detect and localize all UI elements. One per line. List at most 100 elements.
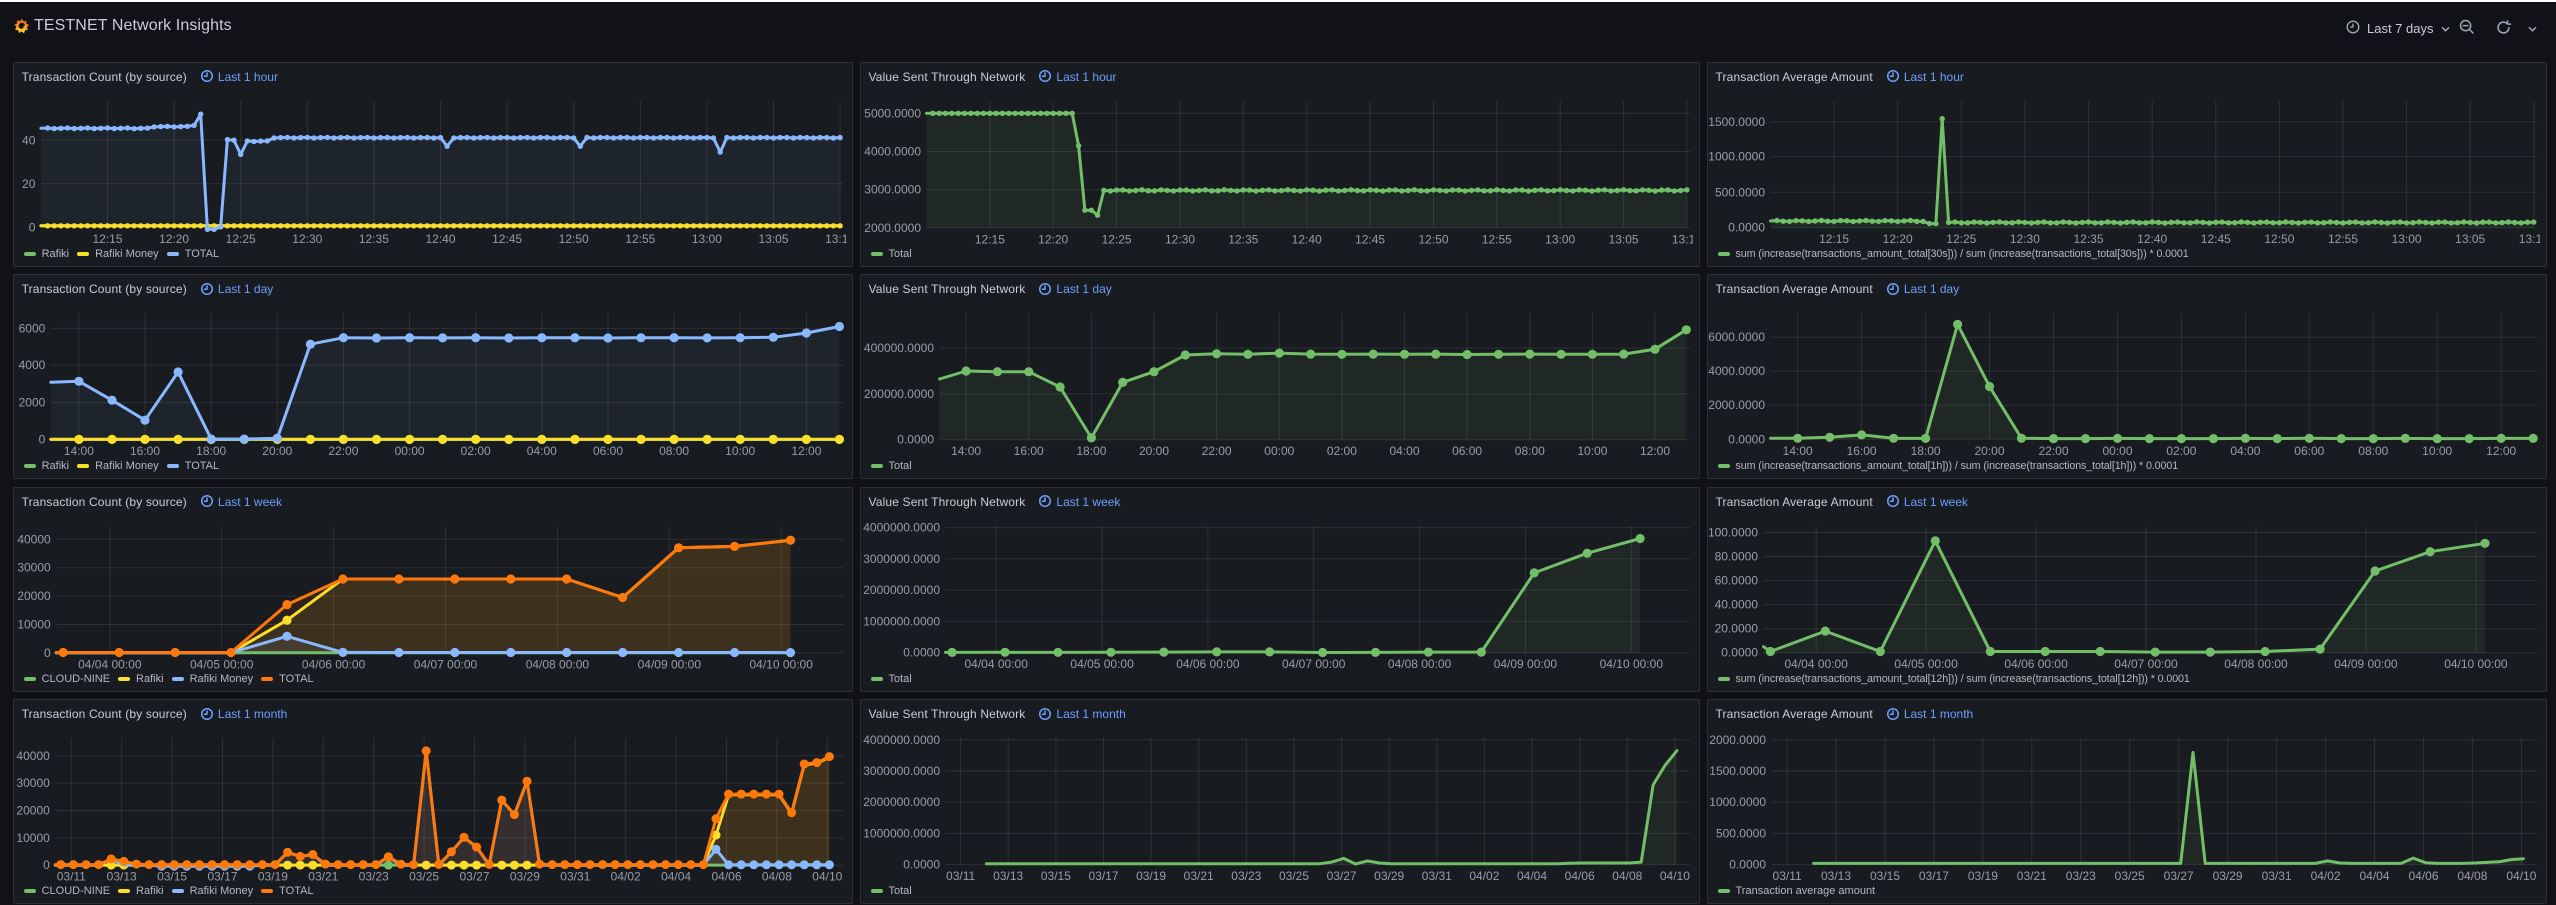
svg-text:03/25: 03/25 <box>409 870 439 884</box>
svg-text:03/13: 03/13 <box>993 869 1023 883</box>
svg-text:04/09 00:00: 04/09 00:00 <box>2334 657 2398 671</box>
svg-text:4000000.0000: 4000000.0000 <box>863 733 940 747</box>
svg-text:1500.0000: 1500.0000 <box>1709 764 1766 778</box>
svg-text:0.0000: 0.0000 <box>903 858 940 872</box>
svg-text:04/10 00:00: 04/10 00:00 <box>1599 657 1663 671</box>
svg-text:03/11: 03/11 <box>56 870 85 884</box>
svg-text:03/27: 03/27 <box>1326 869 1356 883</box>
svg-text:12:30: 12:30 <box>2009 232 2039 246</box>
svg-text:20000: 20000 <box>16 804 50 818</box>
svg-text:03/19: 03/19 <box>257 870 287 884</box>
svg-text:04/05 00:00: 04/05 00:00 <box>190 657 254 671</box>
svg-text:03/25: 03/25 <box>2114 869 2144 883</box>
svg-text:40000: 40000 <box>16 749 50 763</box>
svg-text:03/31: 03/31 <box>560 870 590 884</box>
svg-text:3000000.0000: 3000000.0000 <box>863 551 940 565</box>
svg-text:03/17: 03/17 <box>1918 869 1948 883</box>
svg-text:22:00: 22:00 <box>328 444 358 458</box>
svg-text:18:00: 18:00 <box>1910 444 1940 458</box>
svg-text:0: 0 <box>38 433 45 447</box>
svg-text:12:30: 12:30 <box>292 231 322 245</box>
svg-text:22:00: 22:00 <box>1201 444 1231 458</box>
svg-text:20:00: 20:00 <box>1138 444 1168 458</box>
svg-text:04/06 00:00: 04/06 00:00 <box>2004 657 2068 671</box>
svg-text:100.0000: 100.0000 <box>1708 525 1758 539</box>
svg-text:00:00: 00:00 <box>2102 444 2132 458</box>
svg-text:03/21: 03/21 <box>308 870 338 884</box>
svg-text:04/05 00:00: 04/05 00:00 <box>1070 657 1134 671</box>
svg-text:04/06 00:00: 04/06 00:00 <box>301 657 365 671</box>
svg-text:03/15: 03/15 <box>1869 869 1899 883</box>
svg-text:1000000.0000: 1000000.0000 <box>863 614 940 628</box>
svg-text:12:55: 12:55 <box>2327 232 2357 246</box>
svg-text:03/23: 03/23 <box>2065 869 2095 883</box>
svg-text:2000.0000: 2000.0000 <box>1709 733 1766 747</box>
svg-text:13:05: 13:05 <box>758 231 788 245</box>
svg-text:04/10 00:00: 04/10 00:00 <box>2444 657 2508 671</box>
svg-text:04/06: 04/06 <box>2408 869 2438 883</box>
svg-text:12:40: 12:40 <box>1291 232 1321 246</box>
svg-text:03/15: 03/15 <box>157 870 187 884</box>
svg-text:12:50: 12:50 <box>2264 232 2294 246</box>
svg-text:04:00: 04:00 <box>1389 444 1419 458</box>
svg-text:03/29: 03/29 <box>509 870 539 884</box>
svg-text:14:00: 14:00 <box>63 444 93 458</box>
svg-text:12:55: 12:55 <box>625 231 655 245</box>
svg-text:10:00: 10:00 <box>1577 444 1607 458</box>
svg-text:04/08 00:00: 04/08 00:00 <box>525 657 589 671</box>
svg-text:5000.0000: 5000.0000 <box>864 106 921 120</box>
svg-text:08:00: 08:00 <box>659 444 689 458</box>
svg-text:04/04 00:00: 04/04 00:00 <box>964 657 1028 671</box>
svg-text:1500.0000: 1500.0000 <box>1708 114 1765 128</box>
svg-text:04/09 00:00: 04/09 00:00 <box>1493 657 1557 671</box>
svg-text:20000: 20000 <box>17 589 51 603</box>
svg-text:04/04 00:00: 04/04 00:00 <box>1784 657 1848 671</box>
svg-text:12:25: 12:25 <box>225 231 255 245</box>
svg-text:12:55: 12:55 <box>1481 232 1511 246</box>
svg-text:03/21: 03/21 <box>2016 869 2046 883</box>
svg-text:04/02: 04/02 <box>2310 869 2340 883</box>
svg-text:04/06: 04/06 <box>1564 869 1594 883</box>
svg-text:03/27: 03/27 <box>459 870 489 884</box>
svg-text:12:35: 12:35 <box>2073 232 2103 246</box>
svg-text:04/09 00:00: 04/09 00:00 <box>637 657 701 671</box>
svg-text:0: 0 <box>44 645 51 659</box>
svg-text:13:00: 13:00 <box>2391 232 2421 246</box>
svg-text:12:50: 12:50 <box>558 231 588 245</box>
svg-text:400000.0000: 400000.0000 <box>863 341 933 355</box>
svg-text:60.0000: 60.0000 <box>1714 573 1758 587</box>
svg-text:04:00: 04:00 <box>526 444 556 458</box>
svg-text:80.0000: 80.0000 <box>1714 549 1758 563</box>
svg-text:1000.0000: 1000.0000 <box>1708 149 1765 163</box>
svg-text:3000.0000: 3000.0000 <box>864 182 921 196</box>
svg-text:04:00: 04:00 <box>2230 444 2260 458</box>
svg-text:04/04: 04/04 <box>1516 869 1546 883</box>
svg-text:04/10 00:00: 04/10 00:00 <box>749 657 813 671</box>
svg-text:1000000.0000: 1000000.0000 <box>863 826 940 840</box>
svg-text:13:10: 13:10 <box>2518 232 2547 246</box>
svg-text:12:25: 12:25 <box>1101 232 1131 246</box>
svg-text:04/08: 04/08 <box>761 870 791 884</box>
svg-text:22:00: 22:00 <box>2038 444 2068 458</box>
svg-text:2000000.0000: 2000000.0000 <box>863 795 940 809</box>
svg-text:16:00: 16:00 <box>130 444 160 458</box>
svg-text:08:00: 08:00 <box>1514 444 1544 458</box>
svg-text:13:00: 13:00 <box>691 231 721 245</box>
svg-text:04/04: 04/04 <box>2359 869 2389 883</box>
svg-text:20:00: 20:00 <box>1974 444 2004 458</box>
svg-text:04/02: 04/02 <box>1469 869 1499 883</box>
svg-text:12:20: 12:20 <box>159 231 189 245</box>
svg-text:04/04: 04/04 <box>661 870 691 884</box>
svg-text:6000.0000: 6000.0000 <box>1708 330 1765 344</box>
svg-text:12:20: 12:20 <box>1038 232 1068 246</box>
svg-text:13:10: 13:10 <box>1671 232 1700 246</box>
svg-text:04/06: 04/06 <box>711 870 741 884</box>
svg-text:12:15: 12:15 <box>974 232 1004 246</box>
svg-text:40: 40 <box>22 133 36 147</box>
svg-text:14:00: 14:00 <box>1782 444 1812 458</box>
svg-text:0.0000: 0.0000 <box>1728 432 1765 446</box>
svg-text:2000000.0000: 2000000.0000 <box>863 583 940 597</box>
svg-text:06:00: 06:00 <box>593 444 623 458</box>
svg-text:00:00: 00:00 <box>1264 444 1294 458</box>
svg-text:03/17: 03/17 <box>207 870 237 884</box>
